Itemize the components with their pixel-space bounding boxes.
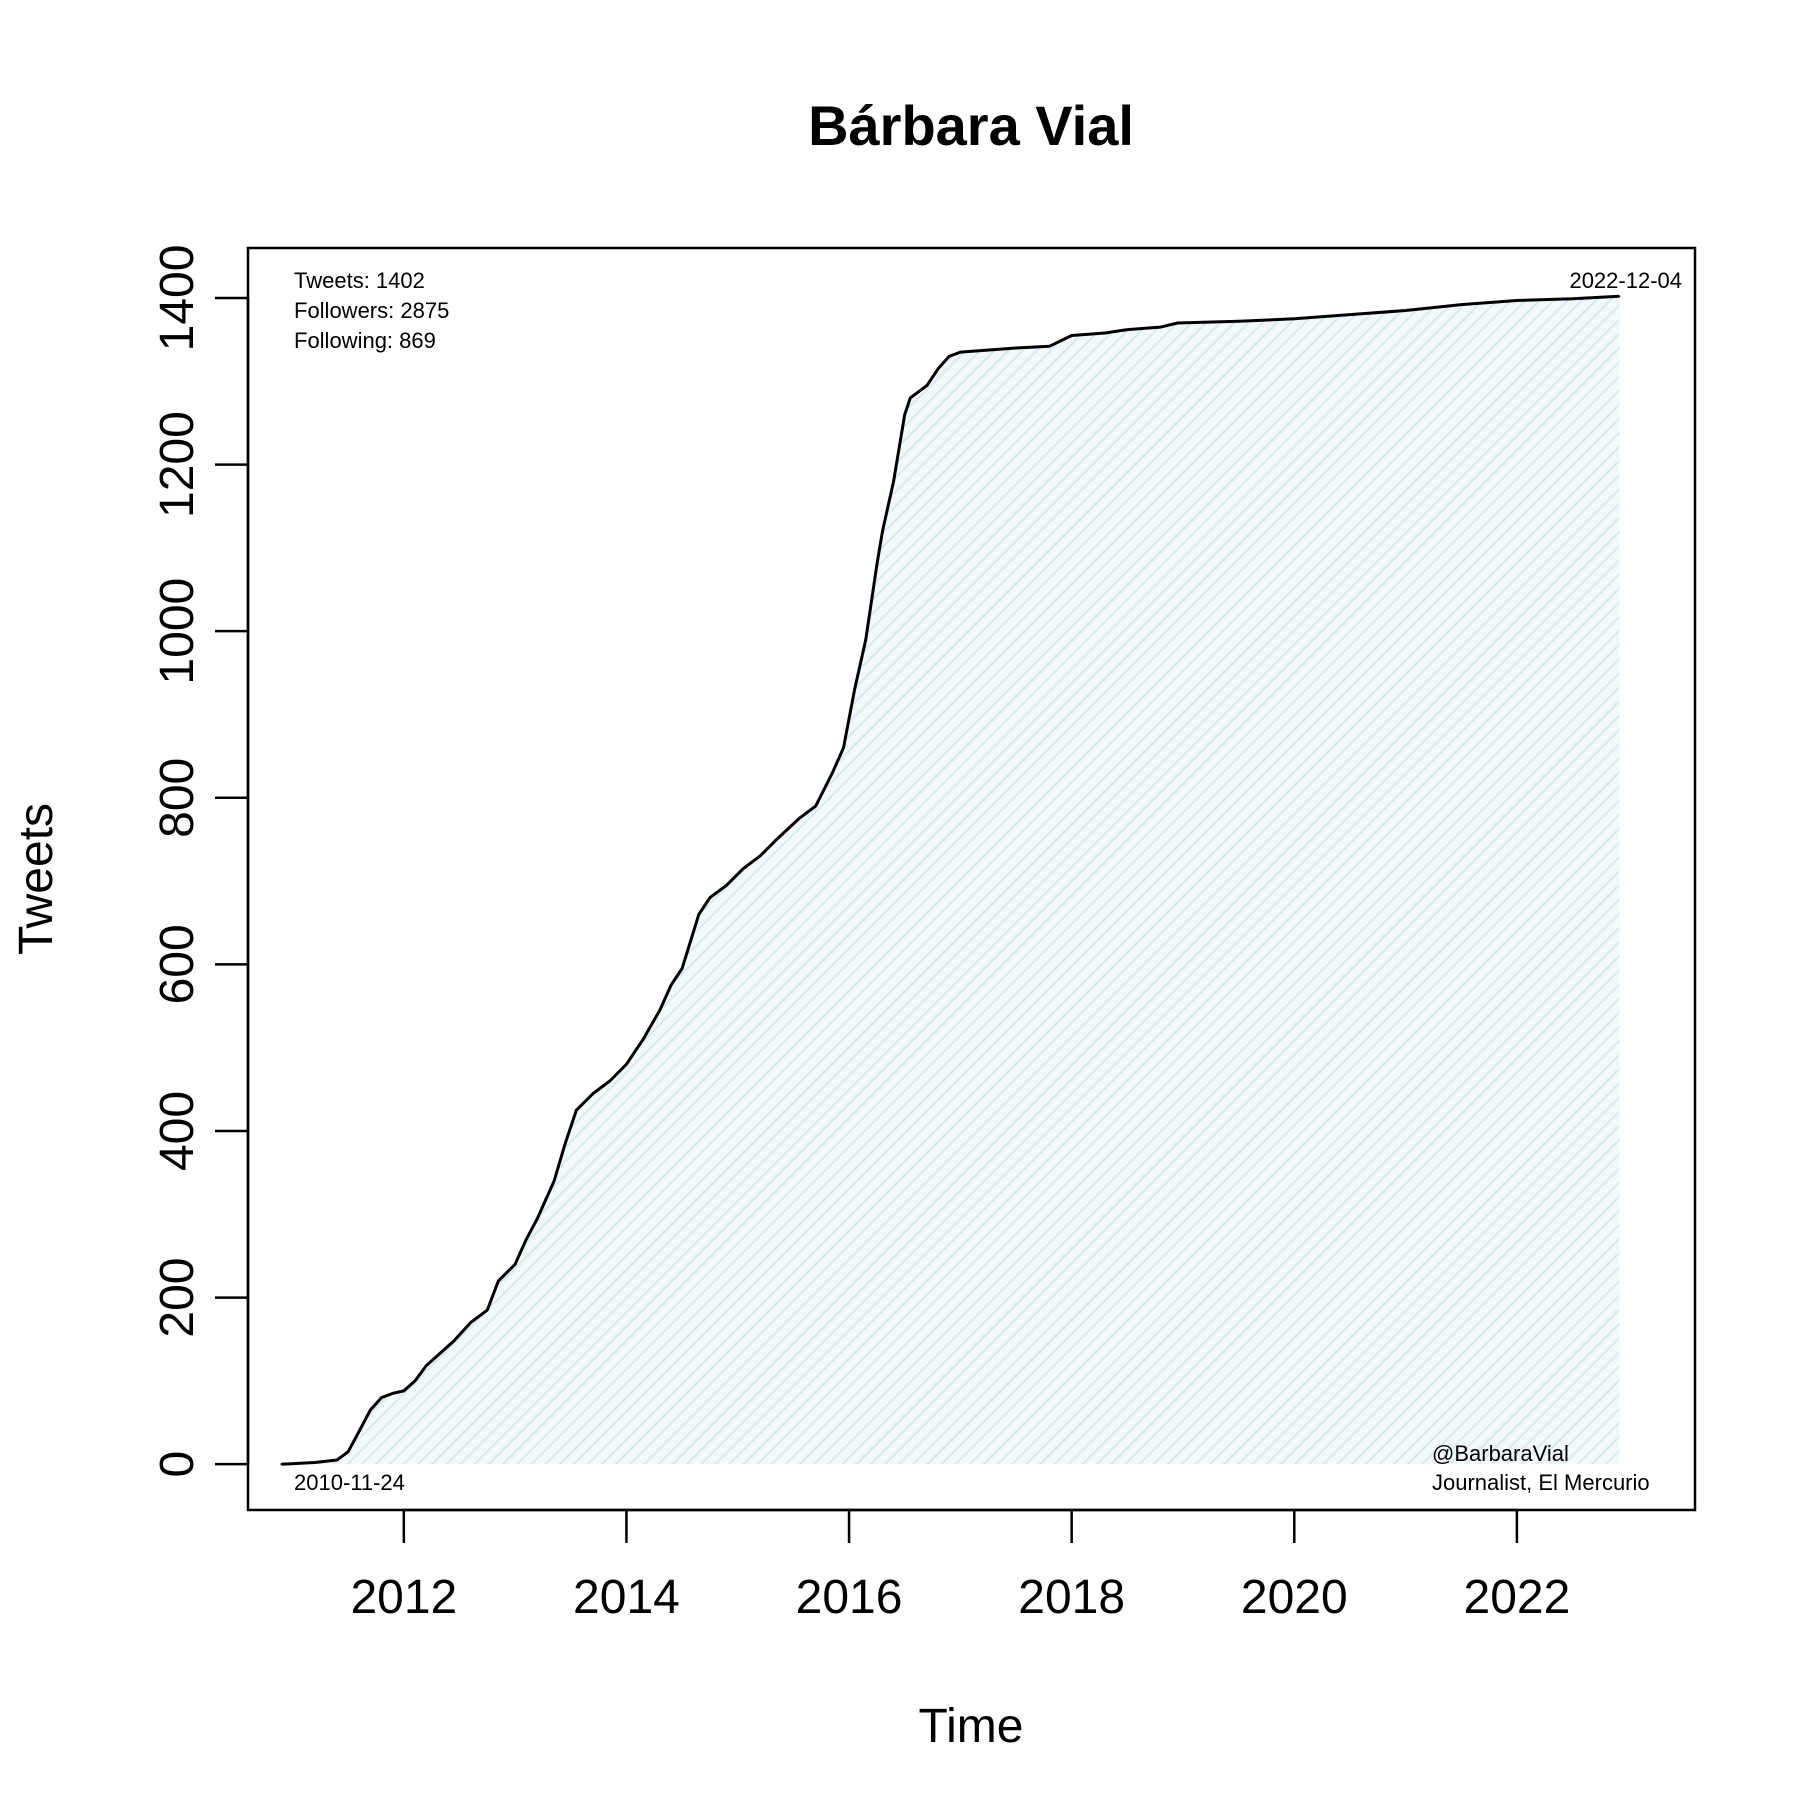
end-date-label: 2022-12-04: [1569, 268, 1682, 293]
data-point: [402, 1389, 405, 1392]
data-point: [1348, 313, 1351, 316]
data-point: [1070, 334, 1073, 337]
following-count-label: Following: 869: [294, 328, 436, 353]
data-point: [1515, 299, 1518, 302]
data-point: [1460, 303, 1463, 306]
data-point: [280, 1463, 283, 1466]
data-point: [497, 1279, 500, 1282]
data-point: [875, 563, 878, 566]
data-point: [1126, 328, 1129, 331]
y-axis: 0 200 400 600 800 1000 1200 1400: [151, 245, 250, 1478]
data-point: [369, 1409, 372, 1412]
data-point: [708, 896, 711, 899]
data-point: [892, 480, 895, 483]
data-point: [1571, 297, 1574, 300]
data-point: [592, 1092, 595, 1095]
data-point: [1015, 346, 1018, 349]
data-point: [842, 746, 845, 749]
followers-count-label: Followers: 2875: [294, 298, 449, 323]
y-tick-label: 1000: [151, 578, 204, 685]
data-point: [436, 1354, 439, 1357]
y-tick-label: 200: [151, 1258, 204, 1338]
data-point: [425, 1364, 428, 1367]
y-tick-label: 1400: [151, 245, 204, 352]
data-point: [608, 1080, 611, 1083]
data-point: [564, 1142, 567, 1145]
handle-label: @BarbaraVial: [1432, 1441, 1569, 1466]
data-point: [725, 884, 728, 887]
data-point: [642, 1038, 645, 1041]
tweets-count-label: Tweets: 1402: [294, 268, 425, 293]
data-point: [486, 1309, 489, 1312]
data-point: [1048, 345, 1051, 348]
data-point: [914, 392, 917, 395]
data-point: [925, 384, 928, 387]
y-tick-label: 800: [151, 758, 204, 838]
data-point: [864, 638, 867, 641]
data-point: [759, 855, 762, 858]
data-point: [814, 805, 817, 808]
plot-area: [280, 294, 1621, 1466]
data-point: [797, 817, 800, 820]
x-tick-label: 2016: [796, 1571, 903, 1624]
y-axis-title: Tweets: [10, 803, 63, 955]
data-point: [853, 688, 856, 691]
data-point: [525, 1238, 528, 1241]
data-point: [903, 413, 906, 416]
y-tick-label: 1200: [151, 411, 204, 518]
data-point: [1618, 295, 1621, 298]
data-point: [831, 771, 834, 774]
x-tick-label: 2020: [1241, 1571, 1348, 1624]
x-tick-label: 2022: [1464, 1571, 1571, 1624]
data-point: [959, 351, 962, 354]
series-line: [281, 294, 1620, 1466]
start-date-label: 2010-11-24: [294, 1470, 405, 1495]
x-tick-label: 2014: [573, 1571, 680, 1624]
area-hatch: [281, 296, 1620, 1465]
data-point: [625, 1063, 628, 1066]
data-point: [553, 1179, 556, 1182]
data-point: [881, 530, 884, 533]
data-point: [658, 1009, 661, 1012]
x-tick-label: 2018: [1018, 1571, 1125, 1624]
chart-title: Bárbara Vial: [808, 94, 1134, 157]
data-point: [937, 367, 940, 370]
x-tick-label: 2012: [350, 1571, 457, 1624]
data-point: [413, 1379, 416, 1382]
data-point: [575, 1109, 578, 1112]
data-point: [313, 1461, 316, 1464]
data-point: [669, 984, 672, 987]
y-tick-label: 400: [151, 1091, 204, 1171]
data-point: [681, 967, 684, 970]
data-point: [1293, 317, 1296, 320]
data-point: [1404, 309, 1407, 312]
data-point: [909, 396, 912, 399]
x-axis-title: Time: [919, 1700, 1024, 1753]
data-point: [391, 1392, 394, 1395]
data-point: [469, 1321, 472, 1324]
data-point: [1176, 321, 1179, 324]
data-point: [1237, 320, 1240, 323]
data-point: [514, 1263, 517, 1266]
data-point: [948, 355, 951, 358]
data-point: [742, 867, 745, 870]
x-axis: 2012 2014 2016 2018 2020 2022: [350, 1508, 1571, 1624]
data-point: [1104, 331, 1107, 334]
y-tick-label: 600: [151, 924, 204, 1004]
data-point: [452, 1339, 455, 1342]
data-point: [1159, 326, 1162, 329]
y-tick-label: 0: [151, 1451, 204, 1478]
bio-label: Journalist, El Mercurio: [1432, 1470, 1650, 1495]
data-point: [347, 1450, 350, 1453]
data-point: [358, 1429, 361, 1432]
data-point: [536, 1217, 539, 1220]
data-point: [697, 913, 700, 916]
data-point: [336, 1459, 339, 1462]
data-point: [380, 1396, 383, 1399]
data-point: [775, 838, 778, 841]
